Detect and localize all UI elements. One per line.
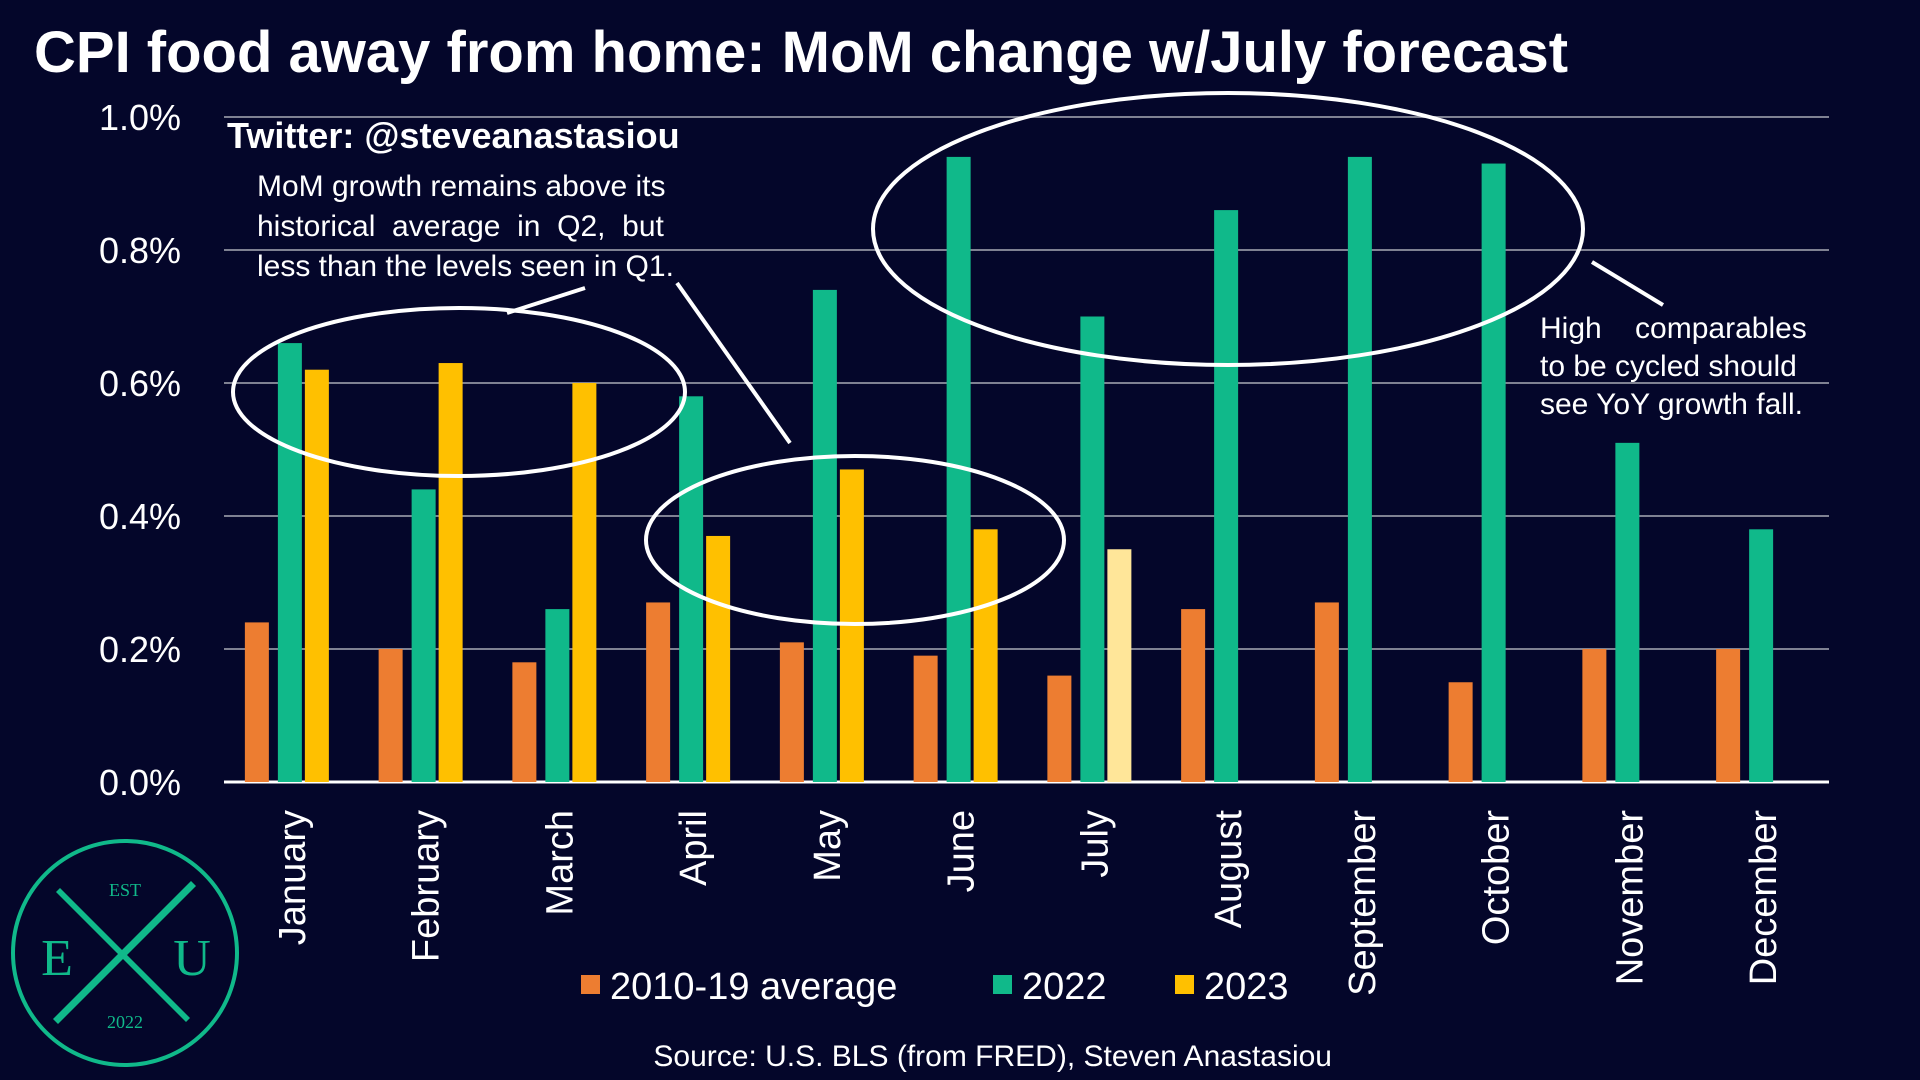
h2-pointer-line <box>1590 260 1665 307</box>
bar-avg-october <box>1448 682 1473 782</box>
q1-highlight-ellipse <box>231 306 687 478</box>
logo-cross-stroke-2 <box>53 881 196 1024</box>
x-tick-label: July <box>1074 810 1116 878</box>
logo-top-text: EST <box>109 880 141 900</box>
bar-avg-august <box>1181 609 1206 782</box>
cycle-note-line-2: to be cycled should <box>1540 350 1797 383</box>
bar-2022-december <box>1749 529 1774 782</box>
bars <box>244 156 1774 783</box>
bar-2023-july <box>1107 549 1132 782</box>
q2-pointer-line <box>675 281 792 445</box>
bar-2022-august <box>1214 210 1239 783</box>
q1-pointer-line <box>506 286 586 315</box>
x-tick-label: October <box>1476 810 1518 946</box>
bar-2023-january <box>304 369 329 782</box>
twitter-handle: Twitter: @steveanastasiou <box>227 115 680 156</box>
q2-note-line-2: historical average in Q2, but <box>257 210 665 243</box>
h2-highlight-ellipse <box>871 91 1585 367</box>
x-tick-label: August <box>1208 810 1250 929</box>
bar-2023-march <box>572 383 597 782</box>
cycle-note-line-3: see YoY growth fall. <box>1540 388 1803 421</box>
chart-title: CPI food away from home: MoM change w/Ju… <box>34 20 1568 85</box>
bar-2022-march <box>545 609 570 782</box>
bar-avg-july <box>1047 675 1072 782</box>
legend-swatch-2022 <box>993 975 1012 994</box>
bar-avg-april <box>646 602 671 782</box>
bar-2022-july <box>1080 316 1105 782</box>
logo-bottom-text: 2022 <box>107 1012 143 1032</box>
y-tick-label: 0.8% <box>99 230 181 271</box>
legend: 2010-19 average 2022 2023 <box>581 966 1289 1008</box>
y-tick-label: 0.6% <box>99 363 181 404</box>
bar-avg-june <box>913 655 938 782</box>
y-axis-ticks: 0.0% 0.2% 0.4% 0.6% 0.8% 1.0% <box>99 97 181 803</box>
logo-ring <box>11 839 239 1067</box>
x-tick-label: February <box>406 810 448 962</box>
q2-highlight-ellipse <box>644 454 1066 626</box>
x-tick-label: May <box>807 810 849 882</box>
y-tick-label: 0.4% <box>99 496 181 537</box>
y-tick-label: 0.2% <box>99 629 181 670</box>
bar-avg-december <box>1716 649 1741 782</box>
bar-2023-april <box>706 535 731 782</box>
x-tick-label: June <box>941 810 983 892</box>
q2-note-line-1: MoM growth remains above its <box>257 170 666 203</box>
legend-swatch-2023 <box>1175 975 1194 994</box>
x-tick-label: November <box>1609 810 1651 986</box>
bar-avg-september <box>1314 602 1339 782</box>
legend-swatch-avg <box>581 975 600 994</box>
x-tick-label: March <box>539 810 581 916</box>
bar-avg-february <box>378 649 403 782</box>
y-tick-label: 0.0% <box>99 762 181 803</box>
highlight-ellipses <box>231 91 1665 626</box>
x-axis-ticks: January February March April May June July Augu… <box>272 810 1785 996</box>
bar-2022-january <box>277 343 302 782</box>
bar-2022-november <box>1615 442 1640 782</box>
bar-avg-may <box>779 642 804 782</box>
bar-2022-february <box>411 489 436 782</box>
q2-note-line-3: less than the levels seen in Q1. <box>257 250 674 283</box>
bar-2023-february <box>438 363 463 782</box>
bar-2023-june <box>973 529 998 782</box>
y-tick-label: 1.0% <box>99 97 181 138</box>
x-tick-label: September <box>1342 810 1384 996</box>
bar-avg-march <box>512 662 537 782</box>
legend-label-2023: 2023 <box>1204 966 1289 1008</box>
x-tick-label: April <box>673 810 715 886</box>
bar-2022-october <box>1481 163 1506 783</box>
logo-right-letter: U <box>173 930 211 987</box>
x-tick-label: December <box>1743 810 1785 986</box>
legend-label-avg: 2010-19 average <box>610 966 897 1008</box>
bar-2022-may <box>812 289 837 782</box>
logo: EST E U 2022 <box>11 839 239 1067</box>
x-tick-label: January <box>272 810 314 945</box>
logo-left-letter: E <box>41 930 73 987</box>
cycle-note-line-1: High comparables <box>1540 312 1807 345</box>
bar-2022-september <box>1347 156 1372 782</box>
bar-avg-november <box>1582 649 1607 782</box>
source-note: Source: U.S. BLS (from FRED), Steven Ana… <box>653 1040 1332 1073</box>
legend-label-2022: 2022 <box>1022 966 1107 1008</box>
bar-avg-january <box>244 622 269 782</box>
